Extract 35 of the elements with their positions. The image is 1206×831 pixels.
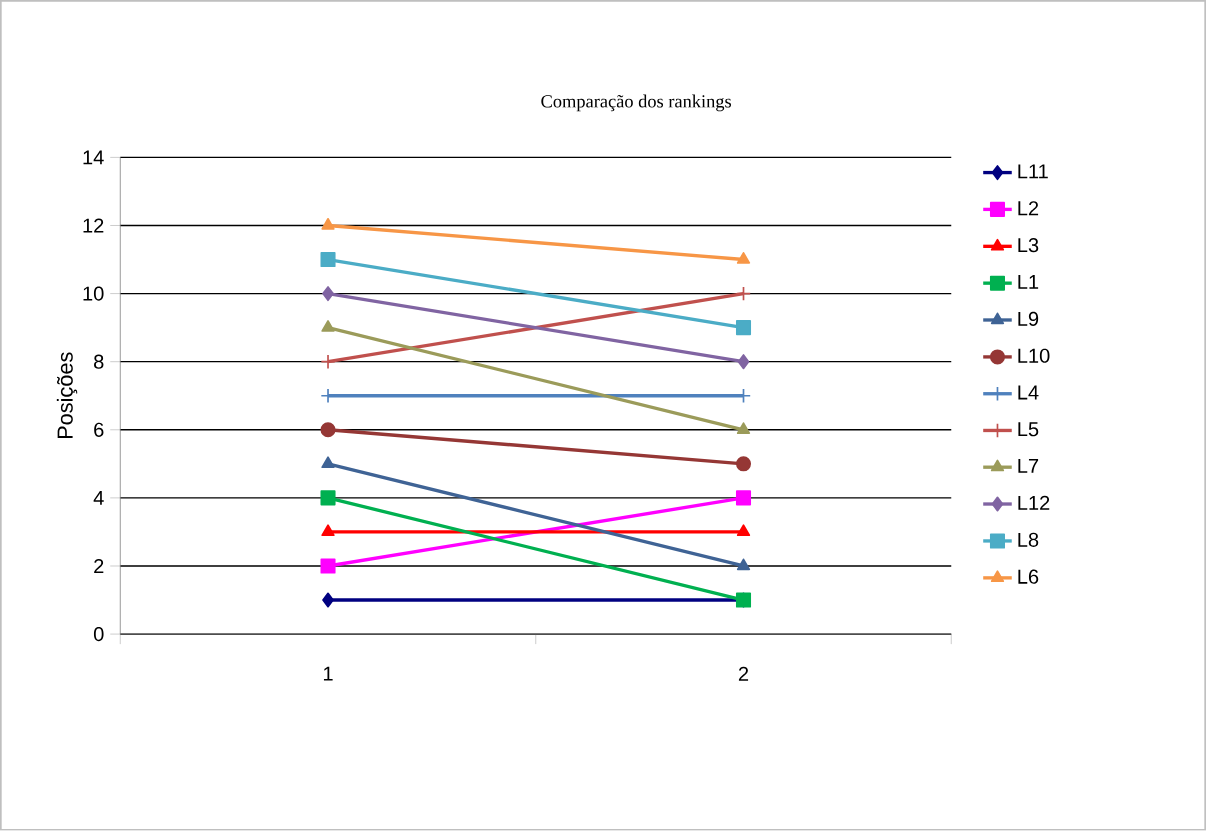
point bbox=[735, 320, 752, 336]
legend-label: L3 bbox=[1018, 238, 1039, 253]
y-tick-label: 4 bbox=[93, 491, 104, 505]
y-tick-label: 8 bbox=[94, 354, 104, 369]
point bbox=[322, 592, 334, 608]
legend-label: L2 bbox=[1018, 201, 1039, 216]
y-tick-label: 2 bbox=[94, 559, 104, 574]
legend-label: L1 bbox=[1018, 275, 1039, 289]
point bbox=[735, 286, 752, 302]
y-tick-label: 6 bbox=[94, 422, 104, 438]
x-tick-label: 1 bbox=[323, 666, 333, 681]
legend-label: L12 bbox=[1018, 495, 1050, 510]
point bbox=[320, 422, 336, 438]
legend-label: L6 bbox=[1018, 569, 1039, 584]
point bbox=[320, 490, 336, 506]
legend-label: L4 bbox=[1018, 385, 1039, 400]
legend-label: L11 bbox=[1018, 164, 1048, 179]
point bbox=[320, 252, 336, 268]
y-tick-label: 0 bbox=[93, 627, 104, 642]
y-axis-title: Posições bbox=[56, 352, 78, 439]
point bbox=[737, 354, 750, 370]
legend-label: L9 bbox=[1018, 311, 1039, 327]
chart-title: Comparação dos rankings bbox=[541, 94, 732, 112]
legend-label: L5 bbox=[1018, 422, 1039, 437]
legend-label: L10 bbox=[1018, 348, 1050, 364]
y-tick-label: 10 bbox=[83, 286, 104, 301]
point bbox=[320, 354, 336, 370]
point bbox=[735, 456, 752, 472]
y-tick-label: 14 bbox=[83, 150, 104, 165]
legend-label: L8 bbox=[1018, 532, 1039, 548]
point bbox=[322, 286, 334, 302]
legend-label: L7 bbox=[1018, 459, 1039, 474]
y-tick-label: 12 bbox=[83, 218, 104, 233]
point bbox=[735, 490, 752, 506]
point bbox=[320, 558, 336, 574]
